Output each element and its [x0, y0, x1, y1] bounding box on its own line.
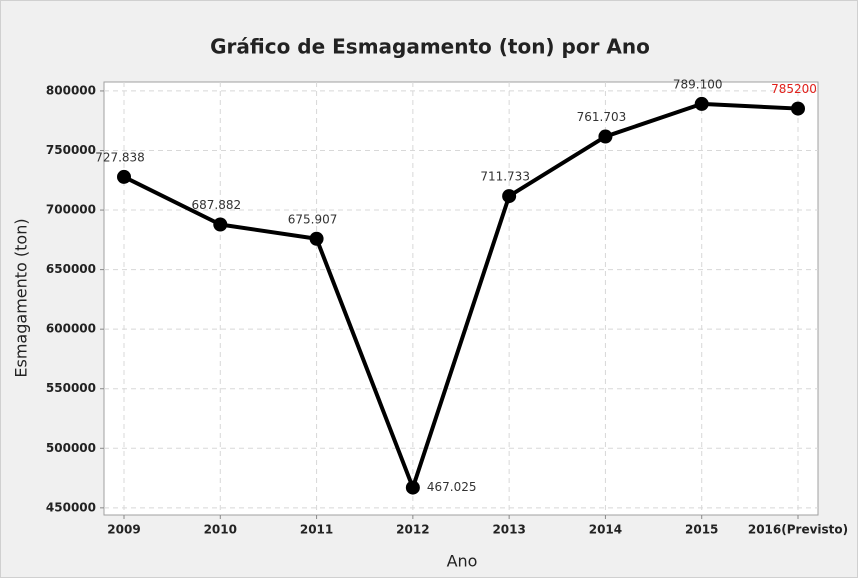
x-tick-label: 2013: [492, 523, 525, 537]
value-label: 785200: [771, 82, 817, 96]
marker: [213, 217, 228, 232]
value-label: 687.882: [191, 198, 241, 212]
marker: [405, 480, 420, 495]
marker: [309, 231, 324, 246]
marker: [598, 129, 613, 144]
x-tick-label: 2010: [204, 523, 237, 537]
value-label: 727.838: [95, 150, 145, 164]
x-tick-label: 2014: [589, 523, 622, 537]
y-axis-label: Esmagamento (ton): [12, 218, 31, 377]
marker: [694, 96, 709, 111]
x-tick-label: 2009: [107, 523, 140, 537]
y-tick-label: 750000: [46, 143, 96, 157]
y-tick-label: 500000: [46, 441, 96, 455]
y-tick-label: 450000: [46, 500, 96, 514]
marker: [791, 101, 805, 116]
y-tick-label: 650000: [46, 262, 96, 276]
x-tick-label: 2016(Previsto): [748, 523, 848, 537]
marker: [117, 169, 131, 184]
x-tick-label: 2012: [396, 523, 429, 537]
marker: [502, 189, 517, 204]
plot-area: [103, 81, 819, 516]
y-tick-label: 700000: [46, 203, 96, 217]
value-label: 761.703: [577, 110, 627, 124]
y-tick-label: 550000: [46, 381, 96, 395]
x-axis-label: Ano: [447, 552, 478, 571]
value-label: 675.907: [288, 212, 338, 226]
y-tick-label: 800000: [46, 83, 96, 97]
value-label: 711.733: [480, 170, 530, 184]
value-label: 467.025: [427, 480, 477, 494]
value-label: 789.100: [673, 77, 723, 91]
chart-title: Gráfico de Esmagamento (ton) por Ano: [210, 35, 650, 59]
y-tick-label: 600000: [46, 322, 96, 336]
x-tick-label: 2015: [685, 523, 718, 537]
line: [123, 101, 799, 490]
x-tick-label: 2011: [300, 523, 333, 537]
